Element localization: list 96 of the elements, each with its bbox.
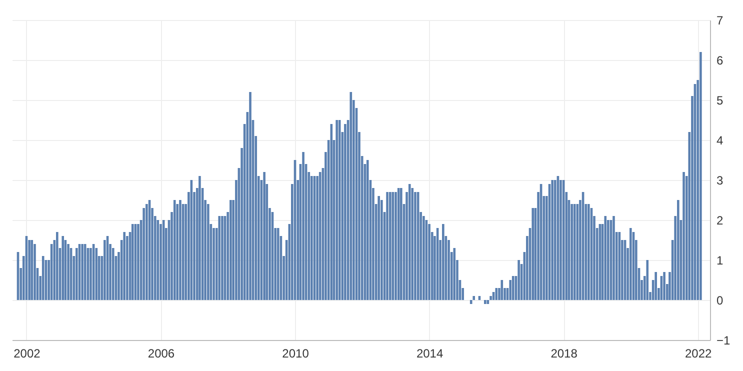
bar — [378, 196, 380, 300]
bar — [336, 120, 338, 300]
bar — [442, 224, 444, 300]
bar — [67, 244, 70, 300]
bar — [654, 272, 657, 300]
bar — [470, 300, 472, 304]
bar — [350, 92, 352, 300]
bar — [554, 180, 556, 300]
bar — [344, 124, 346, 300]
x-tick-label: 2022 — [684, 346, 712, 360]
bar — [532, 208, 534, 300]
bar — [137, 224, 140, 300]
bar — [28, 240, 30, 300]
bar — [453, 248, 456, 300]
y-tick-label: 3 — [716, 174, 724, 188]
bar — [126, 236, 128, 300]
y-tick-label: 0 — [716, 294, 724, 308]
bar — [160, 224, 162, 300]
bar — [173, 200, 176, 300]
bar — [495, 288, 498, 300]
bar — [682, 172, 685, 300]
bar — [316, 176, 318, 300]
x-tick-label: 2002 — [14, 346, 41, 360]
bar — [551, 180, 554, 300]
bar — [630, 228, 632, 300]
bar — [490, 296, 492, 300]
bar — [700, 52, 702, 300]
y-tick-label: 5 — [716, 94, 724, 108]
bar — [62, 236, 64, 300]
y-tick-label: 6 — [716, 54, 724, 68]
bar — [56, 232, 58, 300]
bar — [472, 296, 476, 300]
bar — [394, 192, 397, 300]
bar — [560, 180, 562, 300]
x-tick-label: 2006 — [148, 346, 175, 360]
bar — [428, 224, 430, 300]
bar — [604, 216, 607, 300]
bar — [606, 220, 610, 300]
bar — [249, 92, 252, 300]
bar — [484, 300, 486, 304]
bar — [663, 272, 666, 300]
bar — [75, 248, 78, 300]
bar — [112, 248, 114, 300]
bar — [500, 280, 504, 300]
y-tick-label: −1 — [716, 334, 731, 348]
y-tick-label: 4 — [716, 134, 724, 148]
bar — [212, 228, 215, 300]
bar — [263, 172, 266, 300]
bar — [90, 248, 92, 300]
bar — [414, 192, 416, 300]
bar — [422, 216, 425, 300]
bar — [34, 244, 36, 300]
bar — [310, 176, 313, 300]
bar — [677, 200, 680, 300]
bar — [146, 204, 148, 300]
bar — [588, 204, 590, 300]
bar — [518, 260, 520, 300]
bar — [646, 260, 649, 300]
x-tick-label: 2010 — [282, 346, 310, 360]
y-tick-label: 7 — [716, 14, 724, 28]
bar — [509, 280, 512, 300]
y-tick-label: 1 — [716, 254, 724, 268]
x-tick-label: 2014 — [416, 346, 444, 360]
bar — [221, 216, 224, 300]
bar — [448, 240, 450, 300]
bar — [123, 232, 126, 300]
bar — [512, 276, 514, 300]
bar — [411, 188, 414, 300]
bar — [131, 224, 134, 300]
bar — [104, 240, 106, 300]
bar — [218, 216, 221, 300]
bar — [156, 220, 160, 300]
bar — [388, 192, 392, 300]
bar — [84, 244, 86, 300]
bar — [318, 172, 322, 300]
bar — [612, 216, 615, 300]
bar — [176, 204, 179, 300]
bar — [142, 208, 145, 300]
bar — [366, 160, 369, 300]
bar — [81, 244, 84, 300]
bar — [276, 228, 280, 300]
bar — [42, 256, 44, 300]
bar — [30, 240, 34, 300]
bar — [408, 184, 411, 300]
x-tick-label: 2018 — [550, 346, 578, 360]
bar — [179, 200, 182, 300]
bar — [570, 204, 573, 300]
bar — [400, 188, 402, 300]
bar — [302, 152, 304, 300]
bar — [207, 204, 210, 300]
bar — [392, 192, 394, 300]
bar — [230, 200, 232, 300]
bar — [380, 200, 383, 300]
bar — [198, 176, 201, 300]
bar — [386, 192, 388, 300]
y-tick-label: 2 — [716, 214, 724, 228]
